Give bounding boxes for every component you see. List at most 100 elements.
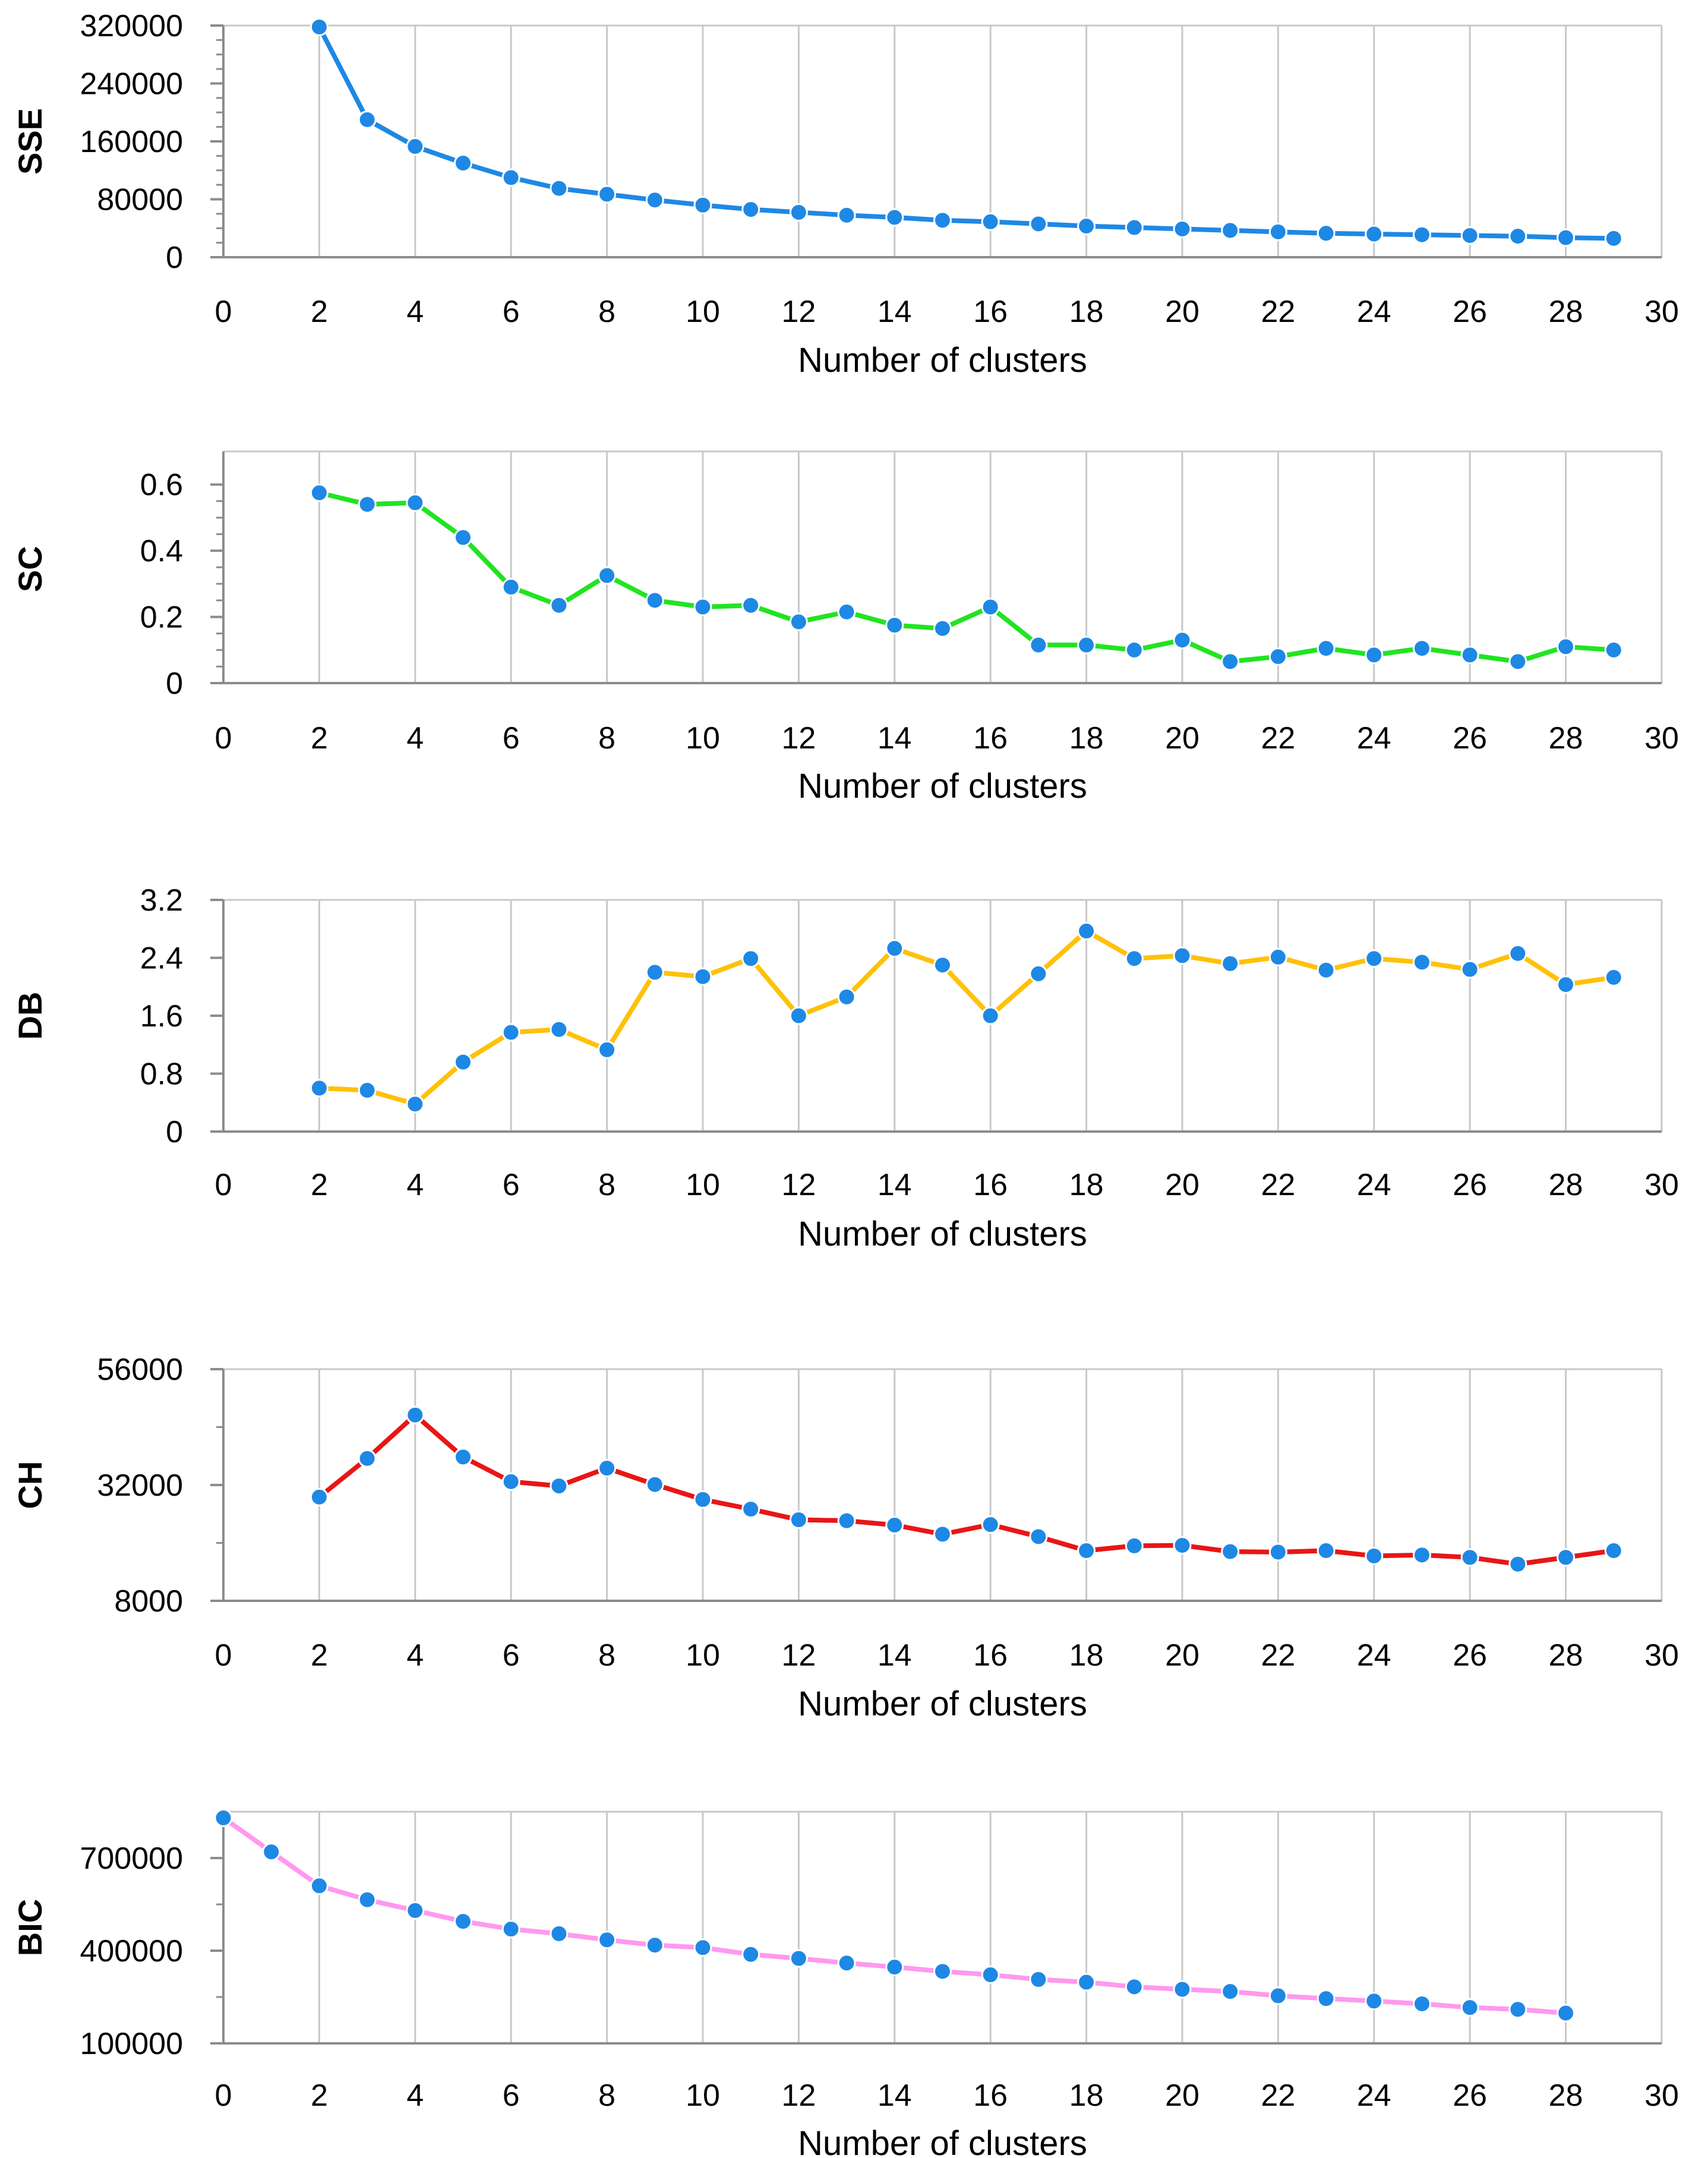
chart-3-point xyxy=(933,1525,952,1544)
chart-3-point xyxy=(310,1487,329,1506)
chart-4-x-tick-label: 28 xyxy=(1549,2078,1583,2113)
chart-4-point xyxy=(501,1920,520,1939)
chart-4-point xyxy=(1365,1992,1384,2011)
chart-2-point xyxy=(406,1095,425,1114)
chart-2-x-tick-label: 0 xyxy=(215,1168,232,1202)
chart-0-point xyxy=(1413,225,1431,244)
chart-4-x-tick-label: 30 xyxy=(1644,2078,1679,2113)
chart-3-point xyxy=(454,1448,472,1467)
chart-2-point xyxy=(1316,960,1336,980)
chart-1-point xyxy=(1557,637,1576,656)
chart-2-point xyxy=(1077,921,1096,940)
chart-1-x-tick-label: 22 xyxy=(1261,721,1295,756)
chart-4-point xyxy=(933,1962,952,1981)
chart-4-point xyxy=(1125,1977,1144,1996)
chart-3-x-tick-label: 12 xyxy=(781,1638,816,1673)
chart-2-point xyxy=(1604,968,1623,987)
chart-1-point xyxy=(1173,631,1192,650)
chart-1-x-tick-label: 12 xyxy=(781,721,816,756)
chart-2-x-tick-label: 30 xyxy=(1644,1168,1679,1202)
chart-1-x-tick-label: 8 xyxy=(598,721,615,756)
chart-3-point xyxy=(1316,1541,1336,1560)
chart-3-point xyxy=(693,1490,712,1509)
chart-1-x-tick-label: 0 xyxy=(215,721,232,756)
chart-0-point xyxy=(1221,221,1240,240)
chart-0-x-tick-label: 8 xyxy=(598,295,615,329)
chart-1-point xyxy=(789,612,808,631)
chart-0-x-tick-label: 0 xyxy=(215,295,232,329)
chart-2-point xyxy=(741,949,760,968)
chart-0-series-line xyxy=(317,26,1614,241)
chart-1-point xyxy=(454,528,472,547)
chart-4-x-tick-label: 22 xyxy=(1261,2078,1295,2113)
chart-3-point xyxy=(837,1511,856,1530)
chart-3-point xyxy=(1365,1546,1384,1565)
chart-2-y-tick-label: 0.8 xyxy=(140,1057,183,1092)
chart-1-point xyxy=(598,566,617,585)
chart-1-x-tick-label: 30 xyxy=(1644,721,1679,756)
chart-0-x-tick-label: 24 xyxy=(1357,295,1391,329)
chart-1-point xyxy=(1460,646,1479,665)
chart-1-point xyxy=(1316,639,1336,658)
chart-1-series-line xyxy=(318,490,1614,664)
chart-0-point xyxy=(981,212,1000,231)
chart-2-point xyxy=(1557,975,1576,994)
chart-3-point xyxy=(1413,1546,1431,1565)
chart-4-x-tick-label: 26 xyxy=(1453,2078,1487,2113)
chart-3-x-tick-label: 2 xyxy=(311,1638,328,1673)
chart-2-y-tick-label: 1.6 xyxy=(140,999,183,1034)
chart-4-point xyxy=(1413,1994,1431,2013)
chart-2-y-tick-label: 2.4 xyxy=(140,941,183,976)
chart-2-y-axis-title: DB xyxy=(11,992,49,1040)
chart-4-point xyxy=(310,1876,329,1895)
chart-0-point xyxy=(550,179,569,198)
chart-2-point xyxy=(598,1040,617,1059)
chart-0-x-tick-label: 26 xyxy=(1453,295,1487,329)
chart-1-x-tick-label: 4 xyxy=(406,721,424,756)
chart-3-point xyxy=(501,1472,520,1491)
chart-2-point xyxy=(1508,944,1527,963)
chart-1-point xyxy=(358,495,377,514)
chart-1-y-tick-label: 0.2 xyxy=(140,601,183,635)
chart-0-point xyxy=(1460,226,1479,245)
chart-0-x-tick-label: 22 xyxy=(1261,295,1295,329)
chart-3-point xyxy=(1604,1541,1623,1560)
chart-4-point xyxy=(885,1958,904,1977)
chart-3-y-axis-title: CH xyxy=(11,1461,49,1509)
chart-4-x-tick-label: 24 xyxy=(1357,2078,1391,2113)
chart-4-y-tick-label: 100000 xyxy=(80,2027,183,2061)
chart-1-x-tick-label: 16 xyxy=(973,721,1008,756)
chart-3-x-tick-label: 6 xyxy=(503,1638,520,1673)
chart-4-point xyxy=(1316,1989,1336,2008)
chart-0-point xyxy=(1316,224,1336,243)
chart-1-x-axis-title: Number of clusters xyxy=(798,767,1087,805)
chart-0-point xyxy=(1604,229,1623,248)
chart-2-x-tick-label: 22 xyxy=(1261,1168,1295,1202)
chart-2-x-tick-label: 10 xyxy=(686,1168,720,1202)
chart-2-x-tick-label: 18 xyxy=(1069,1168,1104,1202)
chart-1-point xyxy=(1125,640,1144,659)
chart-0-point xyxy=(1268,222,1287,241)
chart-3-point xyxy=(1029,1527,1048,1546)
chart-1-x-tick-label: 6 xyxy=(503,721,520,756)
chart-4-x-tick-label: 18 xyxy=(1069,2078,1104,2113)
chart-1-point xyxy=(501,577,520,596)
chart-0-x-tick-label: 28 xyxy=(1549,295,1583,329)
chart-2-x-tick-label: 16 xyxy=(973,1168,1008,1202)
chart-3-point xyxy=(1125,1536,1144,1555)
chart-4-y-axis-title: BIC xyxy=(11,1899,49,1956)
chart-4-point xyxy=(1029,1970,1048,1989)
chart-3-point xyxy=(789,1511,808,1529)
chart-2-x-tick-label: 20 xyxy=(1165,1168,1199,1202)
chart-3-x-tick-label: 16 xyxy=(973,1638,1008,1673)
chart-1-x-tick-label: 18 xyxy=(1069,721,1104,756)
chart-4-point xyxy=(789,1949,808,1968)
chart-4-point xyxy=(1508,2000,1527,2019)
chart-0-point xyxy=(1557,228,1576,247)
chart-0-y-tick-label: 0 xyxy=(166,241,183,275)
chart-0-point xyxy=(1029,214,1048,233)
chart-3-x-axis-title: Number of clusters xyxy=(798,1685,1087,1723)
